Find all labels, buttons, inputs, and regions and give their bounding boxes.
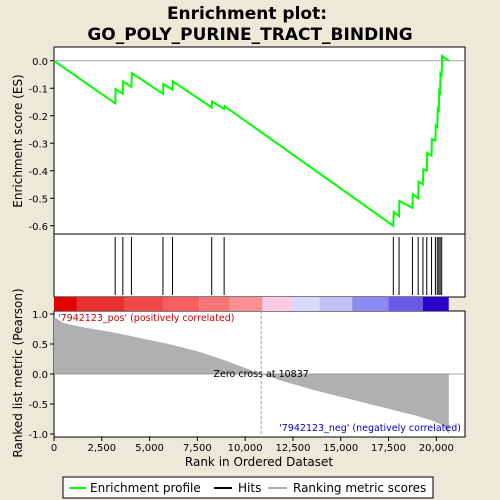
metric-y-tick-label: 0.0 [32, 370, 48, 381]
color-bar-segment [319, 297, 353, 311]
enrichment-profile-line [53, 53, 465, 228]
legend: Enrichment profile Hits Ranking metric s… [62, 476, 434, 499]
es-y-tick-label: -0.4 [28, 167, 48, 178]
legend-metric-label: Ranking metric scores [293, 481, 426, 495]
legend-enrichment-label: Enrichment profile [90, 481, 201, 495]
rank-color-bar [54, 297, 449, 311]
color-bar-segment [229, 297, 263, 311]
enrichment-profile-series [53, 53, 450, 228]
legend-hits-label: Hits [238, 481, 261, 495]
metric-y-tick-label: -1.0 [28, 430, 48, 441]
legend-box [62, 476, 434, 499]
ranking-metric-area [54, 311, 465, 437]
color-bar-segment [422, 297, 449, 311]
es-panel [53, 46, 466, 235]
x-tick-label: 5,000 [135, 443, 164, 454]
es-axis-label: Enrichment score (ES) [11, 74, 25, 207]
x-tick-label: 0 [51, 443, 57, 454]
metric-y-tick-label: 0.5 [32, 340, 48, 351]
chart-title-line1: Enrichment plot: [167, 4, 327, 24]
x-tick-label: 20,000 [419, 443, 454, 454]
hit-marks [114, 237, 443, 295]
metric-y-ticks: 1.0 0.5 0.0 -0.5 -1.0 [28, 310, 54, 441]
color-bar-segment [76, 297, 125, 311]
color-bar-segment [352, 297, 389, 311]
ranking-metric-series [54, 317, 449, 434]
es-y-tick-label: -0.3 [28, 139, 48, 150]
zero-cross-label: Zero cross at 10837 [213, 369, 308, 380]
es-y-tick-label: 0.0 [32, 57, 48, 68]
es-y-tick-label: -0.6 [28, 222, 48, 233]
x-tick-label: 7,500 [183, 443, 212, 454]
x-axis-ticks: 0 2,500 5,000 7,500 10,000 12,500 15,000 17,500… [51, 437, 454, 454]
pos-correlated-label: '7942123_pos' (positively correlated) [58, 313, 234, 324]
es-y-tick-label: -0.5 [28, 194, 48, 205]
x-tick-label: 2,500 [87, 443, 116, 454]
x-tick-label: 12,500 [275, 443, 310, 454]
chart-title-line2: GO_POLY_PURINE_TRACT_BINDING [87, 25, 412, 45]
es-y-ticks: 0.0 -0.1 -0.2 -0.3 -0.4 -0.5 -0.6 [28, 57, 54, 233]
color-bar-segment [199, 297, 230, 311]
x-tick-label: 17,500 [371, 443, 406, 454]
color-bar-segment [162, 297, 200, 311]
metric-y-tick-label: 1.0 [32, 310, 48, 321]
es-y-tick-label: -0.2 [28, 112, 48, 123]
color-bar-segment [262, 297, 292, 311]
metric-axis-label: Ranked list metric (Pearson) [11, 288, 25, 457]
x-tick-label: 10,000 [228, 443, 263, 454]
color-bar-segment [291, 297, 320, 311]
es-y-tick-label: -0.1 [28, 84, 48, 95]
metric-y-tick-label: -0.5 [28, 400, 48, 411]
x-tick-label: 15,000 [323, 443, 358, 454]
x-axis-label: Rank in Ordered Dataset [185, 455, 333, 469]
color-bar-segment [388, 297, 423, 311]
neg-correlated-label: '7942123_neg' (negatively correlated) [279, 423, 461, 434]
color-bar-segment [124, 297, 163, 311]
color-bar-segment [54, 297, 77, 311]
